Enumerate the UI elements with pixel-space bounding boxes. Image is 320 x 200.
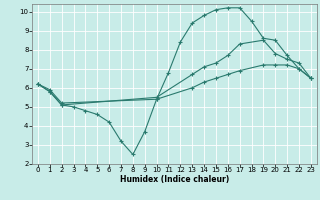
X-axis label: Humidex (Indice chaleur): Humidex (Indice chaleur) — [120, 175, 229, 184]
